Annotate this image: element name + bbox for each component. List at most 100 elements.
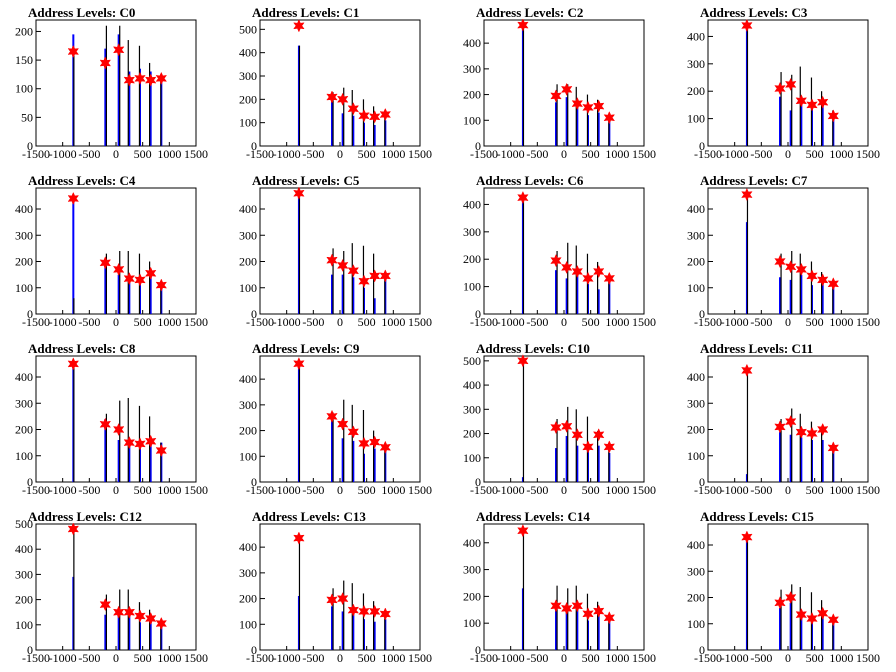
peak-marker [358, 109, 370, 123]
x-tick-label: -1500 [246, 147, 274, 161]
peak-marker [358, 274, 370, 288]
peak-marker [368, 604, 381, 619]
plot-frame [483, 355, 645, 483]
chart-panel-c12: Address Levels: C12 0 100 200 300 400 500 -1500… [15, 509, 208, 665]
y-tick-label: 400 [463, 36, 481, 50]
x-tick-label: -1500 [470, 147, 498, 161]
peak-marker [774, 596, 786, 610]
peak-marker [123, 605, 136, 619]
y-tick-label: 0 [251, 307, 257, 321]
peak-marker [99, 417, 112, 431]
peak-marker [112, 43, 125, 57]
y-tick-label: 0 [475, 643, 481, 657]
peak-marker [336, 417, 349, 431]
y-tick-label: 200 [687, 423, 705, 437]
x-tick-label: 500 [358, 315, 376, 329]
y-tick-label: 200 [239, 424, 257, 438]
peak-marker [827, 109, 840, 123]
x-tick-label: 1000 [381, 147, 405, 161]
peak-marker [741, 18, 753, 33]
peak-marker [827, 277, 840, 291]
peak-marker [67, 44, 80, 59]
y-tick-label: 400 [239, 372, 257, 386]
x-tick-label: 0 [337, 147, 343, 161]
x-tick-label: 1000 [381, 651, 405, 665]
peak-marker [293, 357, 305, 371]
peak-marker [816, 422, 829, 437]
peak-marker [368, 435, 381, 449]
y-tick-label: 0 [699, 139, 705, 153]
peak-marker [592, 264, 605, 279]
plot-frame [707, 187, 869, 315]
x-tick-label: 500 [582, 147, 600, 161]
x-tick-label: -1500 [470, 483, 498, 497]
y-tick-label: 200 [15, 255, 33, 269]
peak-marker [144, 73, 157, 87]
peak-marker [293, 531, 305, 545]
peak-marker [134, 609, 146, 623]
peak-marker [784, 77, 797, 92]
x-tick-label: 1500 [856, 147, 880, 161]
plot-frame [259, 523, 421, 651]
x-tick-label: 0 [113, 651, 119, 665]
y-tick-label: 300 [15, 567, 33, 581]
chart-title: Address Levels: C3 [700, 5, 808, 20]
peak-marker [550, 253, 562, 268]
x-tick-label: 500 [806, 147, 824, 161]
plot-frame [483, 187, 645, 315]
x-tick-label: -1000 [721, 315, 749, 329]
x-tick-label: 1000 [829, 483, 853, 497]
peak-marker [379, 107, 392, 122]
y-tick-label: 400 [463, 536, 481, 550]
chart-panel-c2: Address Levels: C2 0 100 200 300 400 -1500-100… [463, 5, 656, 161]
x-tick-label: -1000 [721, 147, 749, 161]
y-tick-label: 300 [239, 228, 257, 242]
y-tick-label: 0 [27, 475, 33, 489]
y-tick-label: 400 [239, 540, 257, 554]
chart-title: Address Levels: C7 [700, 173, 808, 188]
peak-marker [517, 190, 529, 205]
y-tick-label: 0 [475, 475, 481, 489]
y-tick-label: 500 [15, 517, 33, 531]
y-tick-label: 200 [239, 592, 257, 606]
y-tick-label: 150 [15, 53, 33, 67]
x-tick-label: 500 [582, 315, 600, 329]
x-tick-label: -500 [302, 651, 324, 665]
chart-title: Address Levels: C12 [28, 509, 142, 524]
y-tick-label: 200 [239, 92, 257, 106]
peak-marker [144, 611, 157, 626]
peak-marker [816, 95, 829, 109]
peak-marker [358, 436, 370, 451]
x-tick-label: 0 [337, 315, 343, 329]
peak-marker [741, 363, 753, 378]
y-tick-label: 200 [687, 84, 705, 98]
peak-marker [368, 269, 381, 283]
y-tick-label: 0 [699, 307, 705, 321]
peak-marker [603, 440, 616, 454]
x-tick-label: -1000 [497, 147, 525, 161]
chart-panel-c0: Address Levels: C0 0 50 100 150 200 -1500-1000… [15, 5, 208, 161]
peak-marker [550, 599, 562, 613]
chart-panel-c5: Address Levels: C5 0 100 200 300 400 -1500-100… [239, 173, 432, 329]
y-tick-label: 300 [463, 563, 481, 577]
x-tick-label: 1000 [157, 651, 181, 665]
x-tick-label: 0 [561, 651, 567, 665]
y-tick-label: 300 [687, 396, 705, 410]
y-tick-label: 400 [239, 202, 257, 216]
x-tick-label: -1500 [694, 315, 722, 329]
y-tick-label: 100 [239, 281, 257, 295]
x-tick-label: 0 [113, 483, 119, 497]
peak-marker [774, 81, 786, 96]
chart-title: Address Levels: C13 [252, 509, 366, 524]
peak-marker [347, 603, 360, 617]
y-tick-label: 100 [687, 281, 705, 295]
peak-marker [571, 264, 584, 279]
y-tick-label: 200 [687, 255, 705, 269]
y-tick-label: 0 [699, 475, 705, 489]
x-tick-label: 1500 [184, 483, 208, 497]
plot-frame [483, 19, 645, 147]
y-tick-label: 100 [15, 618, 33, 632]
y-tick-label: 400 [687, 538, 705, 552]
peak-marker [123, 435, 136, 450]
peak-marker [123, 73, 136, 87]
